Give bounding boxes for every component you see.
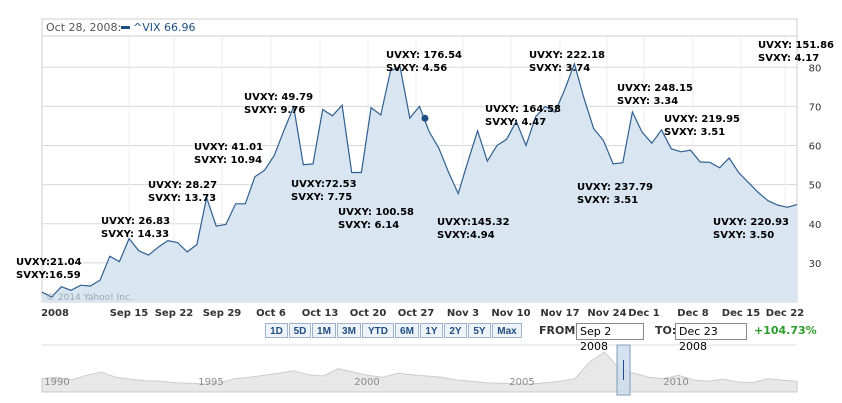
annotation-label: UVXY: 164.58 <box>485 104 561 115</box>
x-tick-label: 2008 <box>41 308 69 319</box>
x-tick-label: Sep 29 <box>203 308 242 319</box>
range-1d-button[interactable]: 1D <box>265 323 288 338</box>
x-tick-label: Nov 24 <box>587 308 626 319</box>
annotation-label: UVXY:21.04 <box>16 257 82 268</box>
navigator-year-label: 2010 <box>663 377 688 388</box>
y-axis: 30 40 50 60 70 80 <box>809 63 822 270</box>
annotation-label: UVXY: 220.93 <box>713 217 789 228</box>
annotations: UVXY:21.04 SVXY:16.59 UVXY: 26.83 SVXY: 14.… <box>16 40 834 281</box>
annotation-label: SVXY: 7.75 <box>291 192 352 203</box>
header-bar <box>41 18 798 37</box>
navigator-history <box>41 351 798 393</box>
x-axis: 2008 Sep 15 Sep 22 Sep 29 Oct 6 Oct 13 Oct 20 O… <box>41 308 804 319</box>
y-tick-label: 60 <box>809 142 822 153</box>
from-date-input[interactable]: Sep 2 2008 <box>576 323 644 353</box>
highlight-point <box>421 114 429 122</box>
area-fill <box>42 63 797 302</box>
y-tick-label: 80 <box>809 63 822 74</box>
header-symbol: ^VIX 66.96 <box>133 21 196 34</box>
y-tick-label: 40 <box>809 220 822 231</box>
annotation-label: SVXY: 14.33 <box>101 229 169 240</box>
annotation-label: UVXY: 28.27 <box>148 180 217 191</box>
annotation-label: SVXY: 3.51 <box>577 195 638 206</box>
annotation-label: SVXY: 13.73 <box>148 193 216 204</box>
from-label: FROM: <box>539 324 580 337</box>
annotation-label: UVXY: 237.79 <box>577 182 653 193</box>
navigator-year-label: 2005 <box>509 377 534 388</box>
range-1m-button[interactable]: 1M <box>312 323 336 338</box>
x-tick-label: Dec 22 <box>766 308 804 319</box>
annotation-label: UVXY: 100.58 <box>338 207 414 218</box>
range-max-button[interactable]: Max <box>492 323 522 338</box>
annotation-label: UVXY: 49.79 <box>244 92 313 103</box>
series-area <box>41 61 798 302</box>
change-percent: +104.73% <box>754 324 817 337</box>
x-tick-label: Dec 1 <box>628 308 659 319</box>
annotation-label: SVXY:4.94 <box>437 230 495 241</box>
copyright: © 2014 Yahoo! Inc. <box>46 293 133 303</box>
annotation-label: UVXY: 151.86 <box>758 40 834 51</box>
y-tick-label: 50 <box>809 181 822 192</box>
x-tick-label: Oct 27 <box>398 308 435 319</box>
annotation-label: UVXY: 222.18 <box>529 50 605 61</box>
annotation-label: UVXY: 219.95 <box>664 114 740 125</box>
y-tick-label: 30 <box>809 259 822 270</box>
annotation-label: UVXY:145.32 <box>437 217 510 228</box>
annotation-label: UVXY: 248.15 <box>617 83 693 94</box>
annotation-label: UVXY: 26.83 <box>101 216 170 227</box>
annotation-label: UVXY:72.53 <box>291 179 357 190</box>
x-tick-label: Nov 10 <box>491 308 530 319</box>
to-label: TO: <box>655 324 677 337</box>
annotation-label: SVXY: 3.74 <box>529 63 590 74</box>
range-6m-button[interactable]: 6M <box>395 323 419 338</box>
x-tick-label: Dec 15 <box>722 308 760 319</box>
legend-swatch <box>121 26 130 29</box>
annotation-label: SVXY: 4.47 <box>485 117 546 128</box>
annotation-label: UVXY: 41.01 <box>194 142 263 153</box>
annotation-label: SVXY:16.59 <box>16 270 81 281</box>
annotation-label: SVXY: 6.14 <box>338 220 399 231</box>
range-1y-button[interactable]: 1Y <box>420 323 443 338</box>
series-line <box>41 61 798 298</box>
annotation-label: SVXY: 10.94 <box>194 155 262 166</box>
annotation-label: UVXY: 176.54 <box>386 50 462 61</box>
navigator-year-label: 1990 <box>44 377 69 388</box>
annotation-label: SVXY: 3.51 <box>664 127 725 138</box>
navigator-year-label: 2000 <box>354 377 379 388</box>
range-5y-button[interactable]: 5Y <box>468 323 491 338</box>
annotation-label: SVXY: 9.76 <box>244 105 305 116</box>
annotation-label: SVXY: 3.50 <box>713 230 774 241</box>
navigator[interactable]: 1990 1995 2000 2005 2010 <box>41 344 798 396</box>
range-2y-button[interactable]: 2Y <box>444 323 467 338</box>
x-tick-label: Sep 22 <box>155 308 194 319</box>
x-tick-label: Nov 3 <box>447 308 479 319</box>
x-tick-label: Nov 17 <box>540 308 579 319</box>
range-5d-button[interactable]: 5D <box>289 323 311 338</box>
range-3m-button[interactable]: 3M <box>337 323 361 338</box>
x-tick-label: Oct 13 <box>302 308 339 319</box>
navigator-year-label: 1995 <box>198 377 223 388</box>
x-tick-label: Oct 20 <box>350 308 387 319</box>
x-tick-label: Sep 15 <box>110 308 149 319</box>
annotation-label: SVXY: 3.34 <box>617 96 678 107</box>
x-tick-label: Dec 8 <box>677 308 708 319</box>
range-selector: 1D 5D 1M 3M YTD 6M 1Y 2Y 5Y Max FROM: Se… <box>0 323 842 353</box>
annotation-label: SVXY: 4.17 <box>758 53 819 64</box>
header-date: Oct 28, 2008: <box>46 21 121 34</box>
y-tick-label: 70 <box>809 102 822 113</box>
x-tick-label: Oct 6 <box>256 308 286 319</box>
to-date-input[interactable]: Dec 23 2008 <box>675 323 747 353</box>
range-ytd-button[interactable]: YTD <box>362 323 394 338</box>
annotation-label: SVXY: 4.56 <box>386 63 447 74</box>
